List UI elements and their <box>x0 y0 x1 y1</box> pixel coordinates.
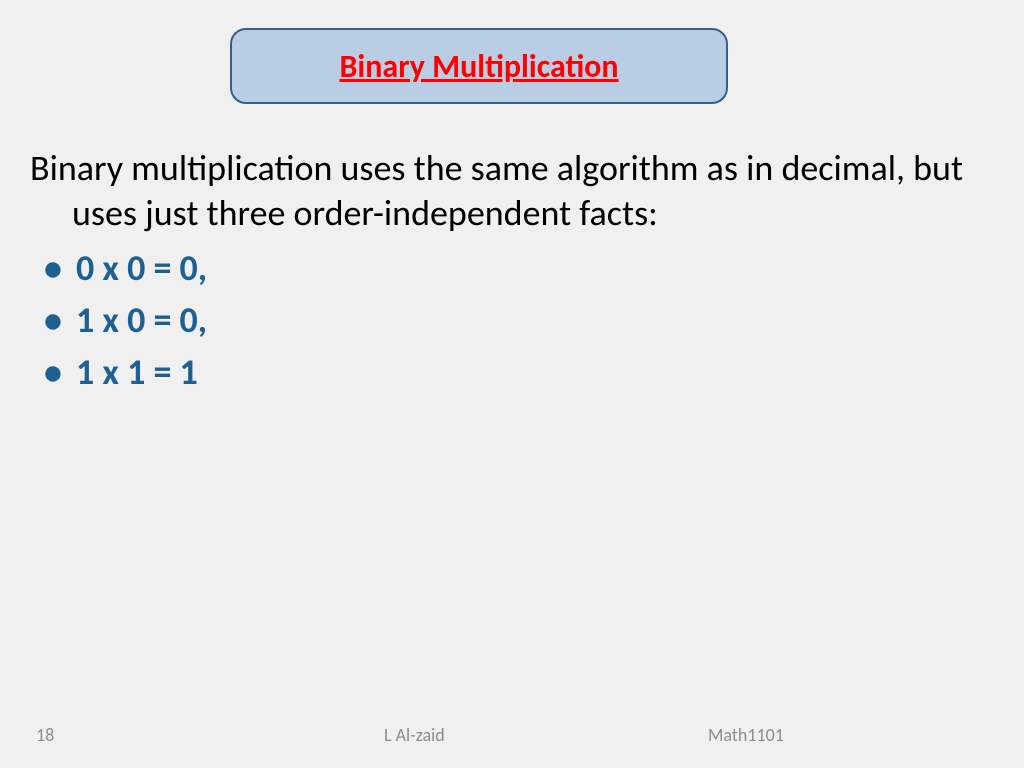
list-item: 1 x 0 = 0, <box>30 294 994 346</box>
footer-author: L Al-zaid <box>366 724 708 746</box>
slide-footer: 18 L Al-zaid Math1101 <box>0 724 1024 746</box>
slide-title: Binary Multiplication <box>339 47 618 86</box>
list-item: 0 x 0 = 0, <box>30 242 994 294</box>
facts-list: 0 x 0 = 0, 1 x 0 = 0, 1 x 1 = 1 <box>30 242 994 399</box>
list-item: 1 x 1 = 1 <box>30 346 994 398</box>
footer-course: Math1101 <box>708 724 988 746</box>
title-box: Binary Multiplication <box>230 28 728 104</box>
slide-number: 18 <box>36 724 366 746</box>
slide: Binary Multiplication Binary multiplicat… <box>0 0 1024 768</box>
intro-paragraph: Binary multiplication uses the same algo… <box>30 146 994 236</box>
body-content: Binary multiplication uses the same algo… <box>30 146 994 399</box>
